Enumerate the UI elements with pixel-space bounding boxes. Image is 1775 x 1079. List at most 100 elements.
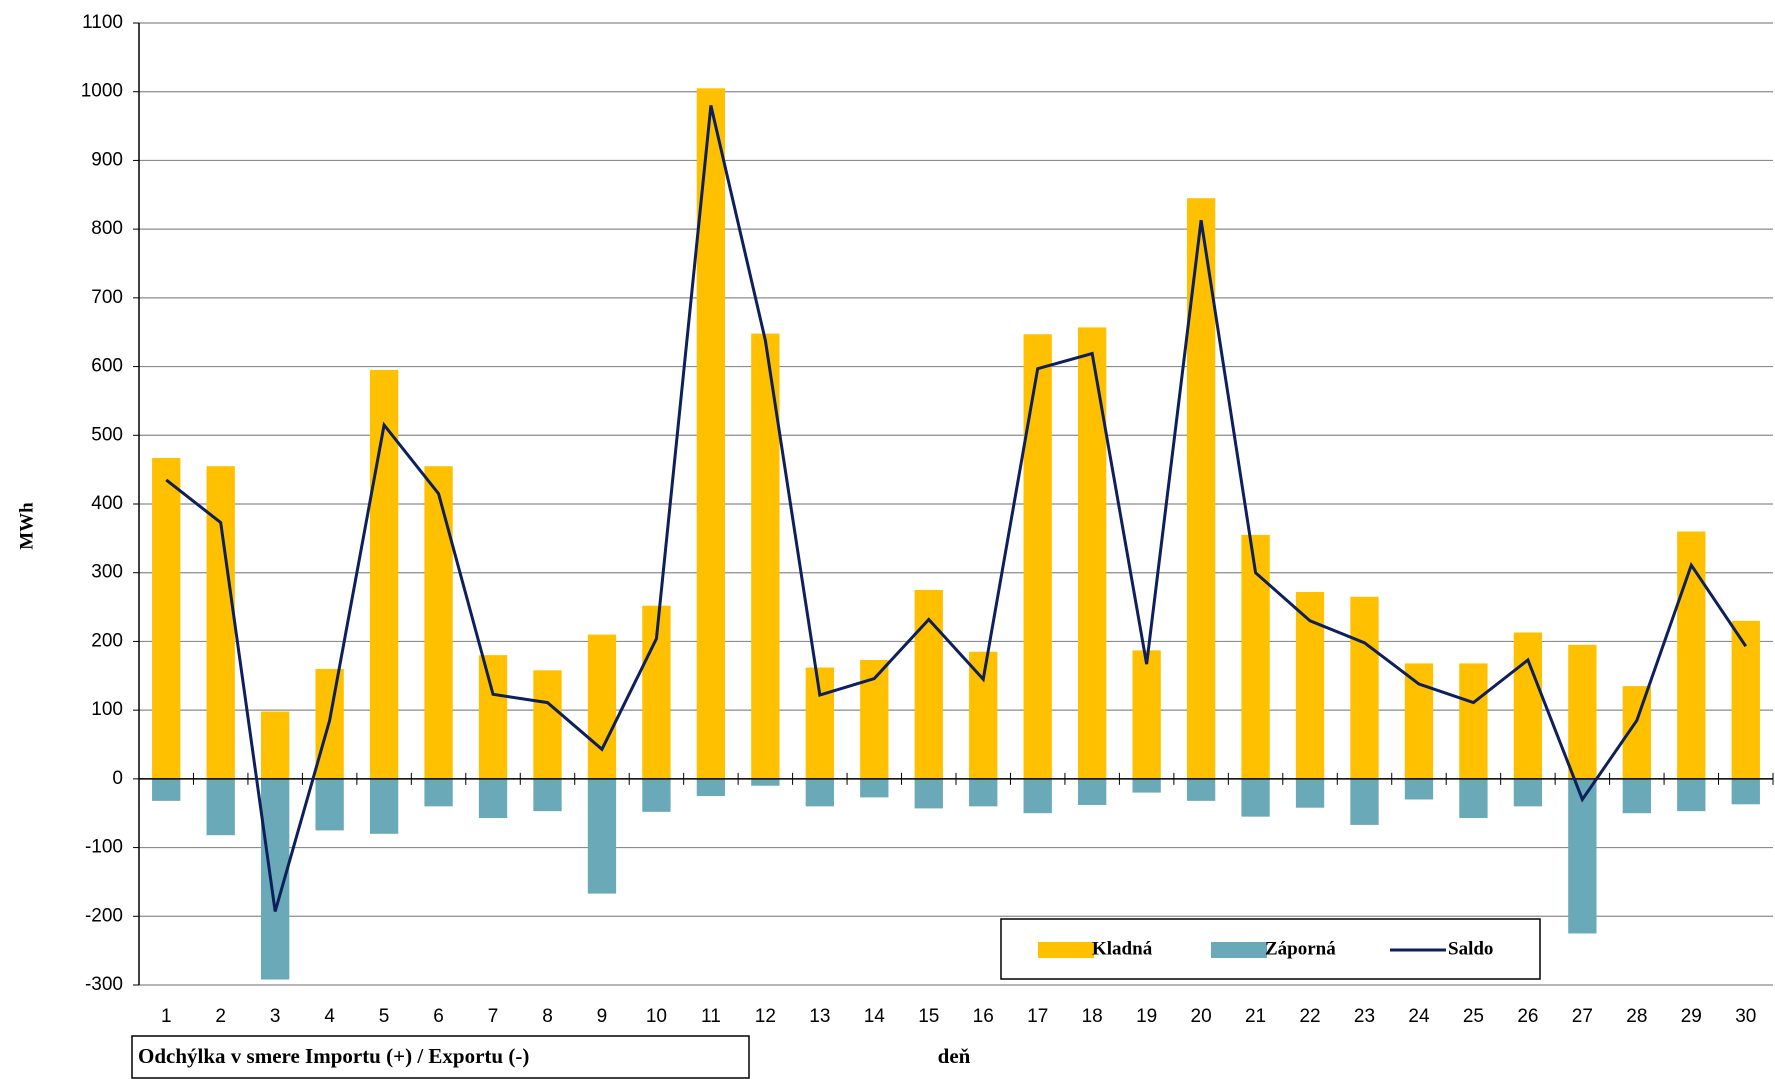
legend-label: Záporná <box>1265 938 1336 959</box>
bar <box>315 778 344 831</box>
bar <box>1186 778 1216 801</box>
x-tick-label: 16 <box>973 1006 994 1027</box>
bar <box>1513 778 1543 807</box>
x-tick-label: 14 <box>864 1006 886 1027</box>
x-tick-label: 29 <box>1681 1006 1702 1027</box>
bar <box>424 778 453 807</box>
y-tick-label: 800 <box>91 218 123 239</box>
bar <box>1459 663 1488 779</box>
y-tick-label: 300 <box>91 562 123 583</box>
bar <box>1350 778 1379 825</box>
x-tick-label: 15 <box>918 1006 939 1027</box>
x-tick-label: 19 <box>1136 1006 1157 1027</box>
bar <box>1568 778 1597 934</box>
bar <box>1078 327 1107 779</box>
y-tick-label: -300 <box>85 974 123 995</box>
x-tick-label: 26 <box>1517 1006 1538 1027</box>
x-tick-label: 18 <box>1082 1006 1103 1027</box>
bar <box>424 466 453 779</box>
bar <box>533 778 562 812</box>
x-tick-label: 25 <box>1463 1006 1484 1027</box>
legend-swatch <box>1038 942 1094 958</box>
x-tick-label: 11 <box>701 1006 721 1027</box>
x-tick-label: 8 <box>542 1006 553 1027</box>
y-tick-label: -100 <box>85 837 123 858</box>
y-tick-label: 200 <box>91 630 123 651</box>
bar <box>1677 531 1706 779</box>
bar <box>206 466 235 779</box>
x-tick-label: 22 <box>1299 1006 1320 1027</box>
x-tick-label: 4 <box>324 1006 335 1027</box>
bar <box>696 778 726 797</box>
x-tick-label: 24 <box>1408 1006 1430 1027</box>
x-tick-label: 9 <box>597 1006 608 1027</box>
line <box>165 105 1748 912</box>
legend-swatch <box>1211 942 1267 958</box>
x-tick-label: 12 <box>755 1006 776 1027</box>
y-tick-label: 700 <box>91 287 123 308</box>
y-tick-label: 500 <box>91 424 123 445</box>
bar <box>860 778 889 798</box>
bar <box>587 634 617 779</box>
bar <box>805 778 834 807</box>
bar <box>1731 620 1760 779</box>
bar <box>1132 778 1161 793</box>
x-tick-label: 17 <box>1027 1006 1048 1027</box>
bar <box>1132 650 1161 779</box>
bar <box>1295 778 1325 808</box>
bar <box>751 778 780 786</box>
bar <box>1023 334 1052 779</box>
x-tick-label: 7 <box>488 1006 499 1027</box>
x-tick-label: 13 <box>809 1006 830 1027</box>
x-axis-label: deň <box>938 1044 971 1068</box>
bar <box>261 711 290 779</box>
bar <box>478 778 508 819</box>
bar <box>1241 778 1270 817</box>
bar <box>1078 778 1107 805</box>
bar <box>1404 663 1434 779</box>
bar <box>1459 778 1488 819</box>
x-tick-label: 5 <box>379 1006 390 1027</box>
bar <box>642 778 671 812</box>
y-tick-label: 900 <box>91 149 123 170</box>
y-tick-label: -200 <box>85 905 123 926</box>
bar <box>1513 632 1543 779</box>
legend-label: Kladná <box>1092 938 1153 959</box>
bar <box>969 778 998 807</box>
bar <box>533 670 562 779</box>
y-tick-label: 600 <box>91 356 123 377</box>
y-tick-label: 100 <box>91 699 123 720</box>
bar <box>1568 644 1597 779</box>
x-tick-label: 1 <box>161 1006 172 1027</box>
bar <box>1023 778 1052 814</box>
x-tick-label: 10 <box>646 1006 667 1027</box>
bar <box>152 457 181 779</box>
bar <box>152 778 181 801</box>
x-tick-label: 27 <box>1572 1006 1593 1027</box>
bar <box>1731 778 1760 805</box>
bar <box>478 655 508 779</box>
bar <box>206 778 235 836</box>
x-tick-label: 28 <box>1626 1006 1647 1027</box>
y-tick-label: 1100 <box>82 12 123 33</box>
bar <box>914 778 943 809</box>
bar <box>1677 778 1706 812</box>
x-tick-label: 21 <box>1245 1006 1266 1027</box>
bar <box>1622 778 1651 814</box>
y-tick-label: 0 <box>112 768 123 789</box>
bar <box>1404 778 1434 800</box>
x-tick-label: 3 <box>270 1006 281 1027</box>
x-tick-label: 2 <box>215 1006 226 1027</box>
bar <box>805 667 834 779</box>
legend-label: Saldo <box>1448 938 1493 959</box>
x-tick-label: 30 <box>1735 1006 1756 1027</box>
bar <box>1350 596 1379 779</box>
bar <box>369 778 399 834</box>
y-axis-label: MWh <box>16 502 37 550</box>
annotation: Odchýlka v smere Importu (+) / Exportu (… <box>138 1044 529 1068</box>
y-tick-label: 400 <box>91 493 123 514</box>
bar <box>587 778 617 894</box>
annotation-box <box>131 1035 750 1079</box>
bar <box>1241 534 1270 779</box>
